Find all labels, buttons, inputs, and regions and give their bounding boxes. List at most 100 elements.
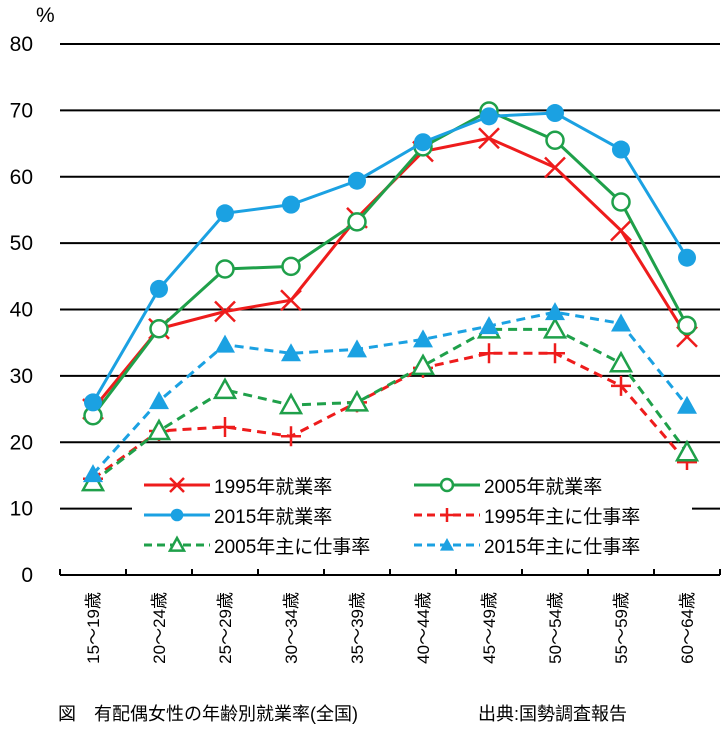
legend-item-1995-main-work: 1995年主に仕事率 bbox=[412, 500, 640, 530]
x-tick-label: 45～49歳 bbox=[480, 592, 499, 664]
legend-marker bbox=[440, 538, 454, 551]
legend-label: 2015年就業率 bbox=[214, 506, 333, 528]
y-tick-label: 80 bbox=[10, 33, 33, 56]
legend-marker-circle-filled-icon bbox=[144, 508, 210, 522]
data-point bbox=[479, 343, 499, 364]
data-point bbox=[212, 377, 238, 400]
y-tick-label: 0 bbox=[21, 564, 33, 587]
data-point bbox=[545, 302, 565, 321]
data-point bbox=[677, 315, 697, 336]
x-tick-label: 30～34歳 bbox=[282, 592, 301, 664]
data-point bbox=[281, 426, 301, 447]
series-line bbox=[91, 109, 689, 417]
data-point bbox=[546, 104, 564, 123]
x-tick-label: 55～59歳 bbox=[612, 592, 631, 664]
y-tick-label: 20 bbox=[10, 431, 33, 454]
legend-item-2015-employment: 2015年就業率 bbox=[142, 500, 332, 530]
data-point bbox=[215, 334, 235, 353]
data-point bbox=[215, 259, 235, 279]
data-point bbox=[348, 171, 366, 190]
data-point bbox=[545, 130, 565, 150]
legend-marker-x-icon bbox=[144, 477, 210, 493]
data-point bbox=[611, 192, 631, 212]
data-point bbox=[146, 418, 172, 441]
y-tick-label: 70 bbox=[10, 99, 33, 122]
series-line bbox=[92, 327, 689, 484]
series-3 bbox=[83, 343, 697, 489]
data-point bbox=[281, 343, 301, 362]
legend-marker bbox=[440, 508, 454, 522]
series-line bbox=[91, 111, 689, 404]
legend-marker-plus-icon bbox=[414, 508, 480, 522]
series-layer bbox=[80, 101, 700, 492]
data-point bbox=[216, 204, 234, 223]
legend-marker bbox=[167, 535, 187, 552]
legend-marker-circle-open-icon bbox=[414, 477, 480, 493]
y-tick-label: 30 bbox=[10, 365, 33, 388]
data-point bbox=[674, 439, 700, 462]
legend-label: 2005年主に仕事率 bbox=[214, 536, 371, 558]
x-tick-label: 40～44歳 bbox=[414, 592, 433, 664]
data-point bbox=[347, 212, 367, 232]
data-point bbox=[545, 343, 565, 364]
data-point bbox=[84, 393, 102, 412]
legend-marker-triangle-open-icon bbox=[144, 535, 210, 552]
data-point bbox=[479, 316, 499, 335]
data-point bbox=[610, 219, 632, 242]
data-point bbox=[410, 353, 436, 376]
legend-item-2015-main-work: 2015年主に仕事率 bbox=[412, 530, 640, 560]
x-axis bbox=[59, 569, 721, 576]
legend-label: 1995年主に仕事率 bbox=[484, 506, 641, 528]
data-point bbox=[344, 389, 370, 412]
series-2 bbox=[84, 104, 696, 412]
data-point bbox=[611, 375, 631, 396]
data-point bbox=[149, 391, 169, 410]
data-point bbox=[542, 316, 568, 339]
data-point bbox=[608, 350, 634, 373]
data-point bbox=[280, 289, 302, 312]
x-tick-label: 25～29歳 bbox=[216, 592, 235, 664]
legend: 1995年就業率 2005年就業率 2015年就業率 1995年主に仕事率 20… bbox=[132, 470, 692, 564]
series-5 bbox=[83, 302, 697, 483]
legend-marker-triangle-filled-icon bbox=[414, 538, 480, 551]
data-point bbox=[150, 279, 168, 298]
legend-label: 2015年主に仕事率 bbox=[484, 536, 641, 558]
data-point bbox=[149, 318, 169, 339]
series-line bbox=[91, 310, 689, 476]
y-tick-label: 40 bbox=[10, 299, 33, 322]
figure-caption: 図 有配偶女性の年齢別就業率(全国) bbox=[58, 704, 358, 724]
data-point bbox=[281, 256, 301, 277]
series-4 bbox=[80, 316, 700, 492]
y-tick-label: 50 bbox=[10, 232, 33, 255]
data-point bbox=[214, 300, 236, 323]
x-tick-label: 20～24歳 bbox=[150, 592, 169, 664]
data-point bbox=[611, 313, 631, 332]
series-1 bbox=[83, 101, 697, 426]
data-point bbox=[480, 107, 498, 126]
series-line bbox=[92, 351, 689, 480]
legend-item-2005-employment: 2005年就業率 bbox=[412, 470, 602, 500]
source-caption: 出典:国勢調査報告 bbox=[478, 704, 628, 724]
data-point bbox=[544, 156, 566, 179]
data-point bbox=[83, 464, 103, 483]
legend-label: 1995年就業率 bbox=[214, 476, 333, 498]
legend-item-1995-employment: 1995年就業率 bbox=[142, 470, 332, 500]
data-point bbox=[278, 392, 304, 415]
x-tick-label: 15～19歳 bbox=[84, 592, 103, 664]
x-tick-label: 60～64歳 bbox=[678, 592, 697, 664]
legend-marker bbox=[439, 477, 455, 493]
data-point bbox=[478, 127, 500, 150]
data-point bbox=[678, 248, 696, 267]
y-axis-ticks: 0 10 20 30 40 50 60 70 80 bbox=[10, 33, 33, 587]
x-tick-label: 50～54歳 bbox=[546, 592, 565, 664]
data-point bbox=[414, 133, 432, 152]
data-point bbox=[282, 195, 300, 214]
data-point bbox=[347, 339, 367, 358]
data-point bbox=[677, 395, 697, 414]
x-axis-tick-labels: 15～19歳 20～24歳 25～29歳 30～34歳 35～39歳 40～44歳 45～4… bbox=[84, 592, 697, 664]
data-point bbox=[612, 140, 630, 159]
x-tick-label: 35～39歳 bbox=[348, 592, 367, 664]
legend-marker bbox=[169, 477, 185, 493]
gridlines bbox=[60, 43, 720, 510]
data-point bbox=[215, 416, 235, 437]
